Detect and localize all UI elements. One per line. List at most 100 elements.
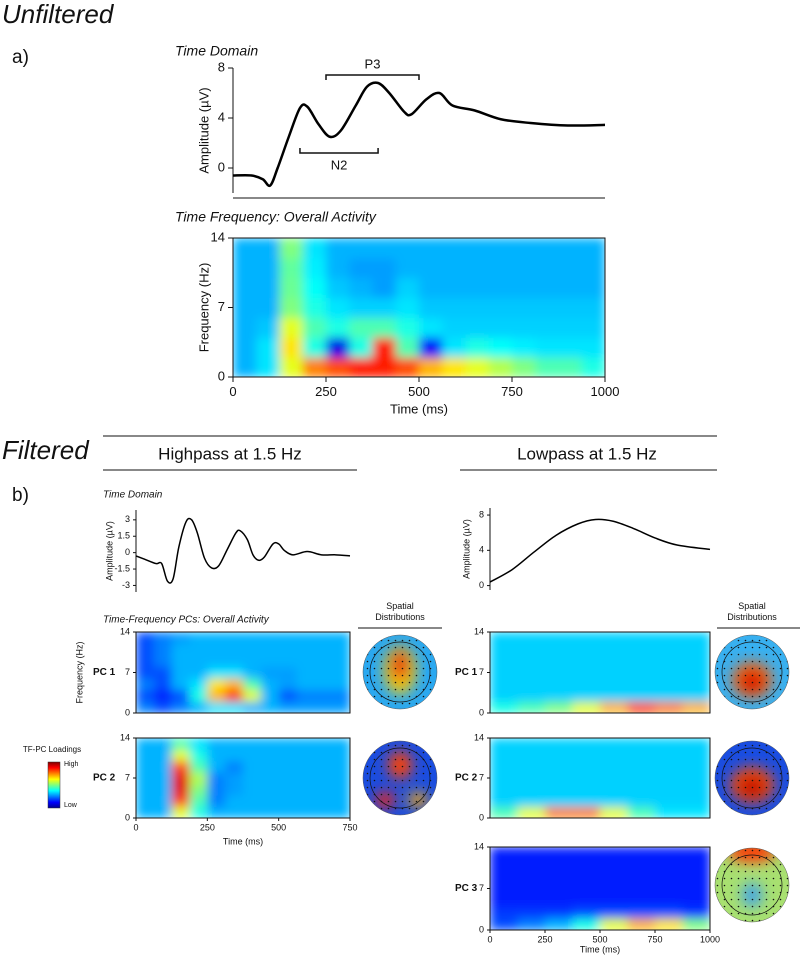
- heatmap-cell: [153, 701, 173, 713]
- heatmap-cell: [655, 858, 683, 872]
- heatmap-cell: [332, 678, 350, 691]
- heatmap-cell: [572, 795, 601, 808]
- heatmap-cell: [278, 806, 297, 818]
- heatmap-cell: [207, 678, 226, 691]
- heatmap-cell: [682, 870, 710, 884]
- heatmap-cell: [488, 337, 513, 358]
- heatmap-cell: [490, 783, 518, 796]
- heatmap-cell: [171, 632, 190, 645]
- heatmap-cell: [225, 806, 244, 818]
- heatmap-cell: [225, 749, 244, 762]
- heatmap-cell: [278, 738, 297, 750]
- heatmap-cell: [171, 760, 190, 773]
- heatmap-cell: [517, 906, 546, 919]
- y-tick-label: 7: [479, 667, 484, 677]
- y-tick-label: -1.5: [114, 563, 130, 573]
- heatmap-cell: [233, 238, 257, 259]
- heatmap-cell: [296, 806, 315, 818]
- heatmap-cell: [296, 678, 315, 691]
- heatmap-cell: [260, 666, 280, 679]
- heatmap-cell: [189, 783, 208, 796]
- y-tick-label: 14: [211, 229, 225, 244]
- heatmap-cell: [296, 701, 315, 713]
- heatmap-cell: [581, 238, 605, 259]
- heatmap-cell: [488, 277, 513, 299]
- y-tick-label: 14: [474, 732, 484, 742]
- heatmap-cell: [442, 277, 466, 299]
- heatmap-cell: [332, 749, 350, 762]
- heatmap-cell: [243, 643, 262, 656]
- heatmap-cell: [517, 666, 546, 679]
- heatmap-cell: [682, 632, 710, 645]
- heatmap-cell: [171, 701, 190, 713]
- heatmap-cell: [136, 783, 155, 796]
- x-tick-label: 1000: [591, 384, 620, 399]
- heatmap-cell: [372, 297, 397, 318]
- heatmap-cell: [600, 870, 628, 884]
- heatmap-cell: [189, 643, 208, 656]
- heatmap-cell: [278, 655, 297, 668]
- heatmap-cell: [627, 906, 656, 919]
- heatmap-cell: [153, 632, 173, 645]
- heatmap-cell: [535, 257, 559, 279]
- heatmap-cell: [314, 643, 333, 656]
- x-tick-label: 750: [342, 823, 357, 833]
- plot-frame: [489, 846, 711, 931]
- heatmap-cell: [490, 772, 518, 785]
- heatmap-cell: [332, 783, 350, 796]
- heatmap-cell: [572, 783, 601, 796]
- panel-label: PC 3: [455, 883, 478, 894]
- heatmap-cell: [207, 643, 226, 656]
- heatmap-cell: [600, 689, 628, 702]
- heatmap-cell: [189, 795, 208, 808]
- heatmap-cell: [207, 760, 226, 773]
- heatmap-cell: [260, 678, 280, 691]
- x-tick-label: 250: [537, 935, 552, 945]
- heatmap-cell: [655, 655, 683, 668]
- heatmap-cell: [655, 678, 683, 691]
- annotation: N2: [331, 157, 348, 172]
- heatmap-cell: [279, 257, 304, 279]
- heatmap-cell: [349, 337, 373, 358]
- heatmap-cell: [545, 906, 573, 919]
- heatmap-cell: [655, 666, 683, 679]
- heatmap-cell: [314, 772, 333, 785]
- heatmap-cell: [171, 783, 190, 796]
- x-tick-label: 1000: [700, 935, 720, 945]
- heatmap-cell: [488, 357, 513, 377]
- y-tick-label: 14: [120, 732, 130, 742]
- heatmap-cell: [279, 277, 304, 299]
- y-tick-label: 14: [120, 626, 130, 636]
- plot-frame: [135, 737, 351, 819]
- heatmap-cell: [419, 277, 443, 299]
- heatmap-cell: [260, 738, 280, 750]
- heatmap-cell: [517, 760, 546, 773]
- heatmap-cells: [490, 847, 710, 930]
- heatmap-cell: [171, 772, 190, 785]
- heatmap-cell: [302, 337, 327, 358]
- heatmap-cell: [627, 882, 656, 895]
- heatmap-cell: [136, 666, 155, 679]
- heatmap-cell: [655, 894, 683, 907]
- heatmap-cell: [260, 795, 280, 808]
- heatmap-cell: [627, 643, 656, 656]
- heatmap-cell: [682, 795, 710, 808]
- heatmap-cell: [189, 678, 208, 691]
- heatmap-cell: [545, 882, 573, 895]
- heatmap-cell: [682, 738, 710, 750]
- heatmap-cell: [517, 858, 546, 872]
- heatmap-cell: [207, 738, 226, 750]
- heatmap-cell: [372, 317, 397, 338]
- heatmap-cell: [517, 882, 546, 895]
- heatmap-cell: [465, 238, 490, 259]
- heatmap-cell: [279, 317, 304, 338]
- heatmap-cell: [296, 795, 315, 808]
- heatmap-cell: [442, 357, 466, 377]
- heatmap-cell: [465, 297, 490, 318]
- heatmap-cell: [627, 678, 656, 691]
- heatmap-cell: [627, 918, 656, 930]
- y-tick-label: 4: [218, 109, 225, 124]
- heatmap-cell: [243, 760, 262, 773]
- heatmap-cell: [535, 317, 559, 338]
- heatmap-cell: [233, 257, 257, 279]
